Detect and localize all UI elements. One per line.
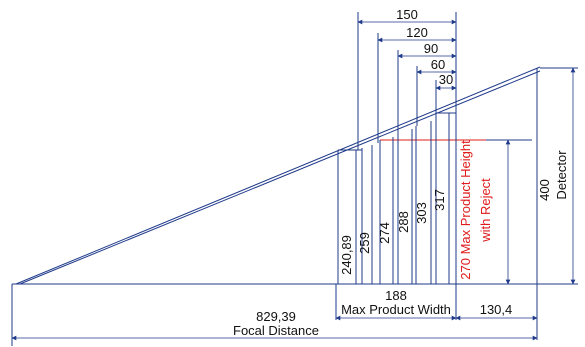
height-label-5: 303 [414,202,429,224]
width-label-120: 120 [406,25,428,40]
right-offset-value: 130,4 [480,302,513,317]
width-label-30: 30 [439,72,453,87]
width-label-60: 60 [431,57,445,72]
max-height-label-line1: 270 Max Product Height [458,140,473,280]
detector-label: Detector [554,150,569,200]
max-width-label: Max Product Width [341,302,451,317]
height-label-3: 274 [377,222,392,244]
height-label-4: 288 [396,211,411,233]
beam-lower-edge [19,70,541,285]
height-label-1: 240,89 [339,235,354,275]
focal-label: Focal Distance [233,323,319,338]
max-width-value: 188 [385,288,407,303]
focal-value: 829,39 [256,309,296,324]
width-label-90: 90 [424,41,438,56]
detector-value: 400 [537,179,552,201]
height-label-2: 259 [357,232,372,254]
height-label-6: 317 [432,189,447,211]
beam-upper-edge [15,66,541,285]
width-label-150: 150 [396,7,418,22]
max-height-label-line2: with Reject [478,178,493,243]
